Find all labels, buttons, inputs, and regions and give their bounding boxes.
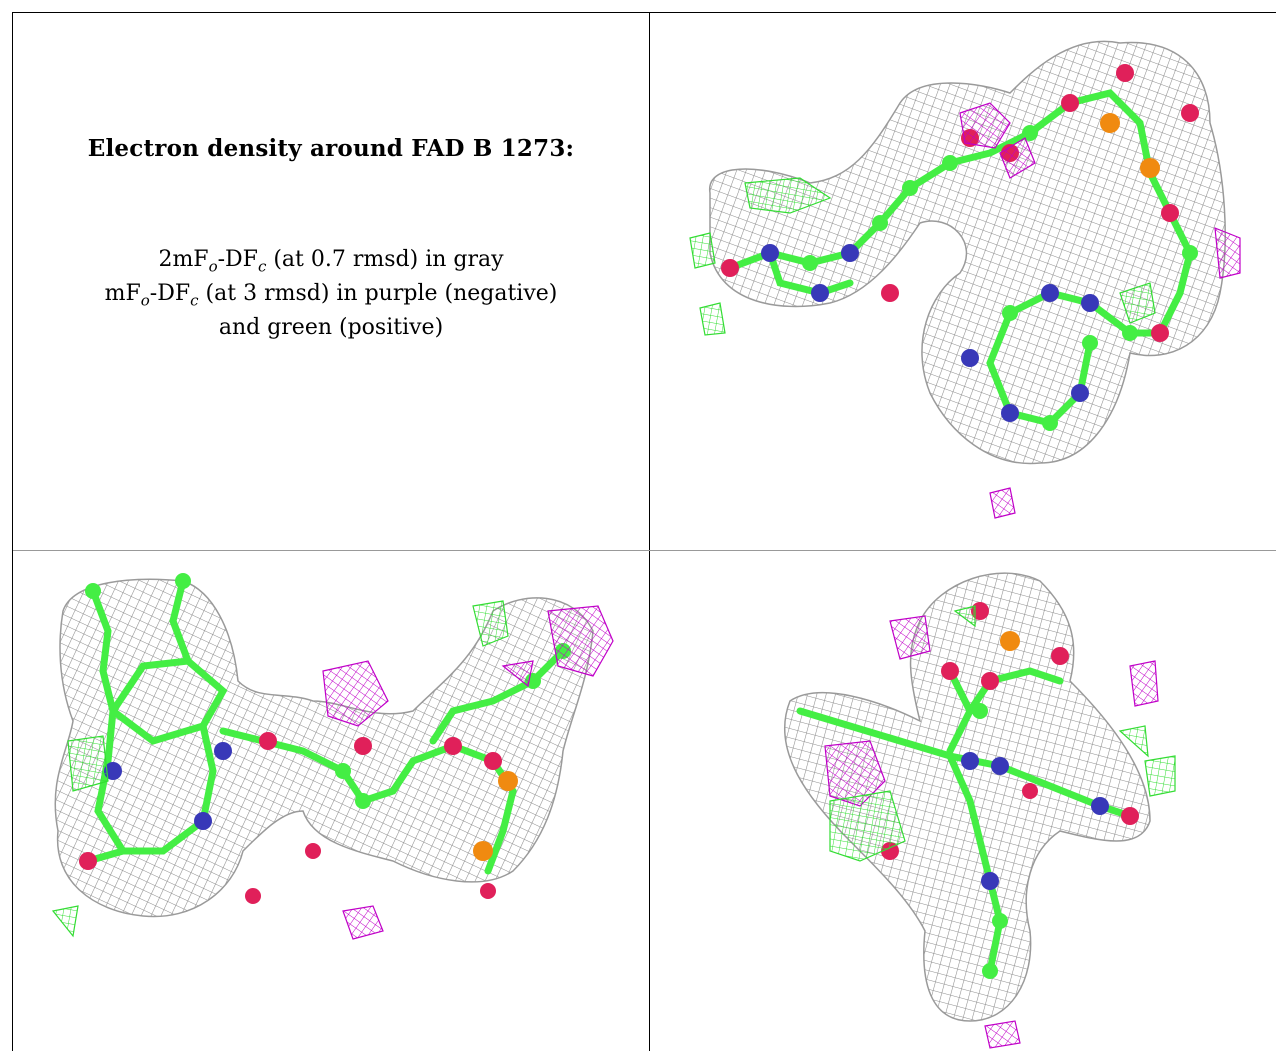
density-view-1 bbox=[650, 13, 1276, 550]
caption-line-fo-fc: mFo-DFc (at 3 rmsd) in purple (negative) bbox=[104, 281, 558, 310]
negative-density-blob bbox=[989, 487, 1016, 519]
grid-center-vertical bbox=[649, 12, 650, 1051]
negative-density-blob bbox=[984, 1020, 1021, 1049]
caption-cell: Electron density around FAD B 1273: 2mFo… bbox=[13, 13, 649, 550]
positive-density-blob bbox=[67, 735, 109, 792]
positive-density-blob bbox=[1144, 755, 1176, 797]
negative-density-blob bbox=[1214, 227, 1241, 279]
positive-density-blob bbox=[1118, 725, 1149, 758]
caption-line-2fo-fc: 2mFo-DFc (at 0.7 rmsd) in gray bbox=[158, 247, 504, 276]
negative-density-blob bbox=[959, 102, 1011, 149]
positive-density-blob bbox=[699, 302, 726, 336]
density-view-2 bbox=[13, 551, 649, 1051]
negative-density-blob bbox=[501, 660, 534, 688]
negative-density-blob bbox=[1129, 660, 1159, 707]
negative-density-blob bbox=[889, 615, 931, 660]
negative-density-blob bbox=[342, 905, 384, 940]
gray-density-mesh bbox=[709, 40, 1226, 465]
negative-density-blob bbox=[999, 137, 1036, 179]
grid-top-border bbox=[13, 12, 1276, 13]
caption-description: 2mFo-DFc (at 0.7 rmsd) in gray mFo-DFc (… bbox=[13, 243, 649, 345]
density-render-2 bbox=[51, 573, 614, 940]
ligand-atoms bbox=[721, 64, 1199, 431]
grid-left-border bbox=[12, 12, 13, 1051]
ligand-atoms bbox=[79, 573, 571, 904]
positive-density-blob bbox=[1119, 282, 1156, 324]
negative-density-blob bbox=[322, 660, 389, 727]
caption-line-colors: and green (positive) bbox=[218, 315, 444, 340]
negative-density-blob bbox=[547, 605, 614, 677]
positive-density-blob bbox=[829, 790, 906, 862]
positive-density-blob bbox=[744, 177, 832, 214]
positive-density-blob bbox=[472, 600, 509, 647]
gray-density-mesh bbox=[54, 578, 594, 918]
grid-center-horizontal bbox=[13, 550, 1276, 551]
density-render-3 bbox=[784, 572, 1176, 1049]
caption-title: Electron density around FAD B 1273: bbox=[87, 135, 575, 162]
positive-density-blob bbox=[51, 905, 79, 938]
density-render-1 bbox=[689, 40, 1241, 519]
density-view-3 bbox=[650, 551, 1276, 1051]
positive-density-blob bbox=[689, 232, 716, 269]
positive-density-blob bbox=[953, 605, 976, 628]
